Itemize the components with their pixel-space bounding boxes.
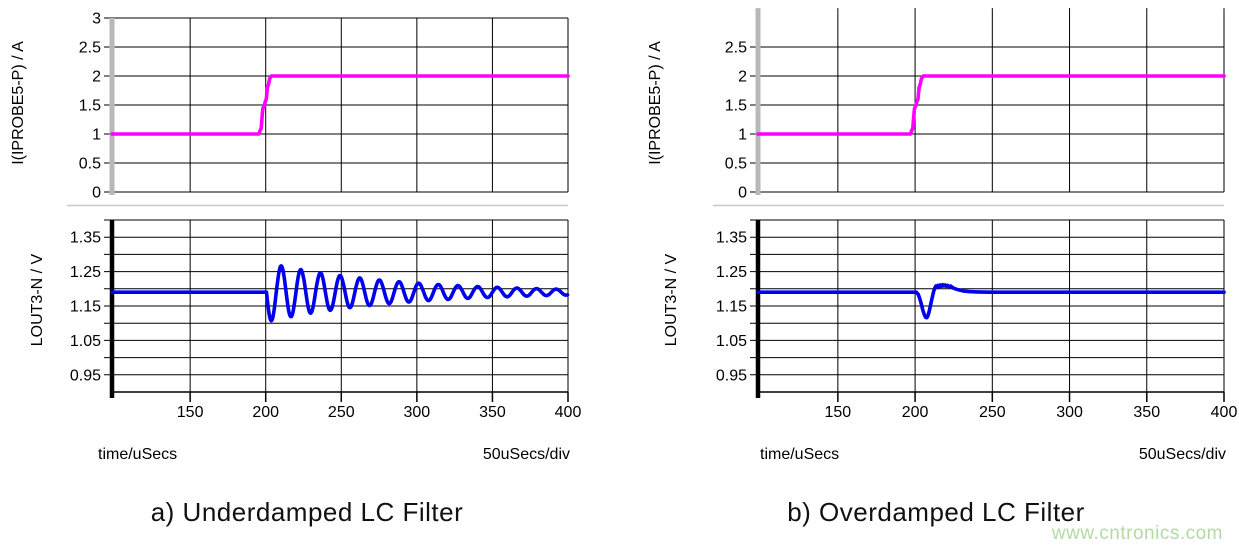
x-tick-label: 400 [1211,404,1238,421]
chart-overdamped: 0 0.5 1 1.5 2 2.5 0.95 1.05 1.15 1.25 1.35 150 200 25… [647,8,1237,463]
caption-underdamped: a) Underdamped LC Filter [150,497,464,527]
y-tick-label: 1.15 [716,299,747,316]
y-axis-title-voltage: LOUT3-N / V [29,253,46,346]
trace-LOUT3-N [756,282,1226,320]
trace-I(IPROBE5-P) [756,74,1226,136]
y-tick-label: 2.5 [725,40,747,57]
y-tick-label: 0 [738,185,747,202]
x-tick-label: 300 [1056,404,1083,421]
x-tick-label: 150 [825,404,852,421]
y-tick-label: 1.35 [70,230,101,247]
y-axis-title-current: I(IPROBE5-P) / A [10,41,27,165]
y-tick-label: 3 [92,11,101,28]
plot-grid: 0 0.5 1 1.5 2 2.5 3 0.95 1.05 1.15 1.25 1.35 150 200 2… [67,11,582,421]
watermark-text: www.cntronics.com [1051,523,1223,544]
x-axis-title: time/uSecs [98,446,177,463]
y-tick-label: 2 [92,69,101,86]
y-tick-label: 1.15 [70,299,101,316]
y-tick-label: 1 [92,127,101,144]
y-tick-label: 0.95 [70,367,101,384]
x-axis-scale-label: 50uSecs/div [483,446,570,463]
y-tick-label: 1.35 [716,230,747,247]
y-tick-label: 0.95 [716,367,747,384]
y-tick-label: 2.5 [79,40,101,57]
y-tick-label: 1.25 [716,264,747,281]
x-tick-label: 300 [404,404,431,421]
x-tick-label: 350 [1133,404,1160,421]
y-tick-label: 0 [92,185,101,202]
x-tick-label: 200 [252,404,279,421]
x-tick-label: 250 [328,404,355,421]
y-tick-label: 1.05 [716,333,747,350]
y-tick-label: 1.05 [70,333,101,350]
y-axis-title-current: I(IPROBE5-P) / A [647,41,664,165]
y-tick-label: 2 [738,69,747,86]
y-tick-label: 1.25 [70,264,101,281]
y-tick-label: 1 [738,127,747,144]
y-tick-label: 1.5 [725,98,747,115]
x-tick-label: 350 [479,404,506,421]
y-axis-title-voltage: LOUT3-N / V [663,253,680,346]
x-axis-scale-label: 50uSecs/div [1139,446,1226,463]
chart-underdamped: 0 0.5 1 1.5 2 2.5 3 0.95 1.05 1.15 1.25 1.35 150 200 2… [10,11,582,464]
x-tick-label: 200 [902,404,929,421]
trace-I(IPROBE5-P) [110,74,570,136]
y-tick-label: 1.5 [79,98,101,115]
trace-LOUT3-N [110,264,570,323]
y-tick-label: 0.5 [725,156,747,173]
x-axis-title: time/uSecs [760,446,839,463]
x-tick-label: 150 [177,404,204,421]
x-tick-label: 250 [979,404,1006,421]
plot-grid: 0 0.5 1 1.5 2 2.5 0.95 1.05 1.15 1.25 1.35 150 200 25… [713,8,1237,421]
caption-overdamped: b) Overdamped LC Filter [787,497,1085,527]
x-tick-label: 400 [555,404,582,421]
y-tick-label: 0.5 [79,156,101,173]
